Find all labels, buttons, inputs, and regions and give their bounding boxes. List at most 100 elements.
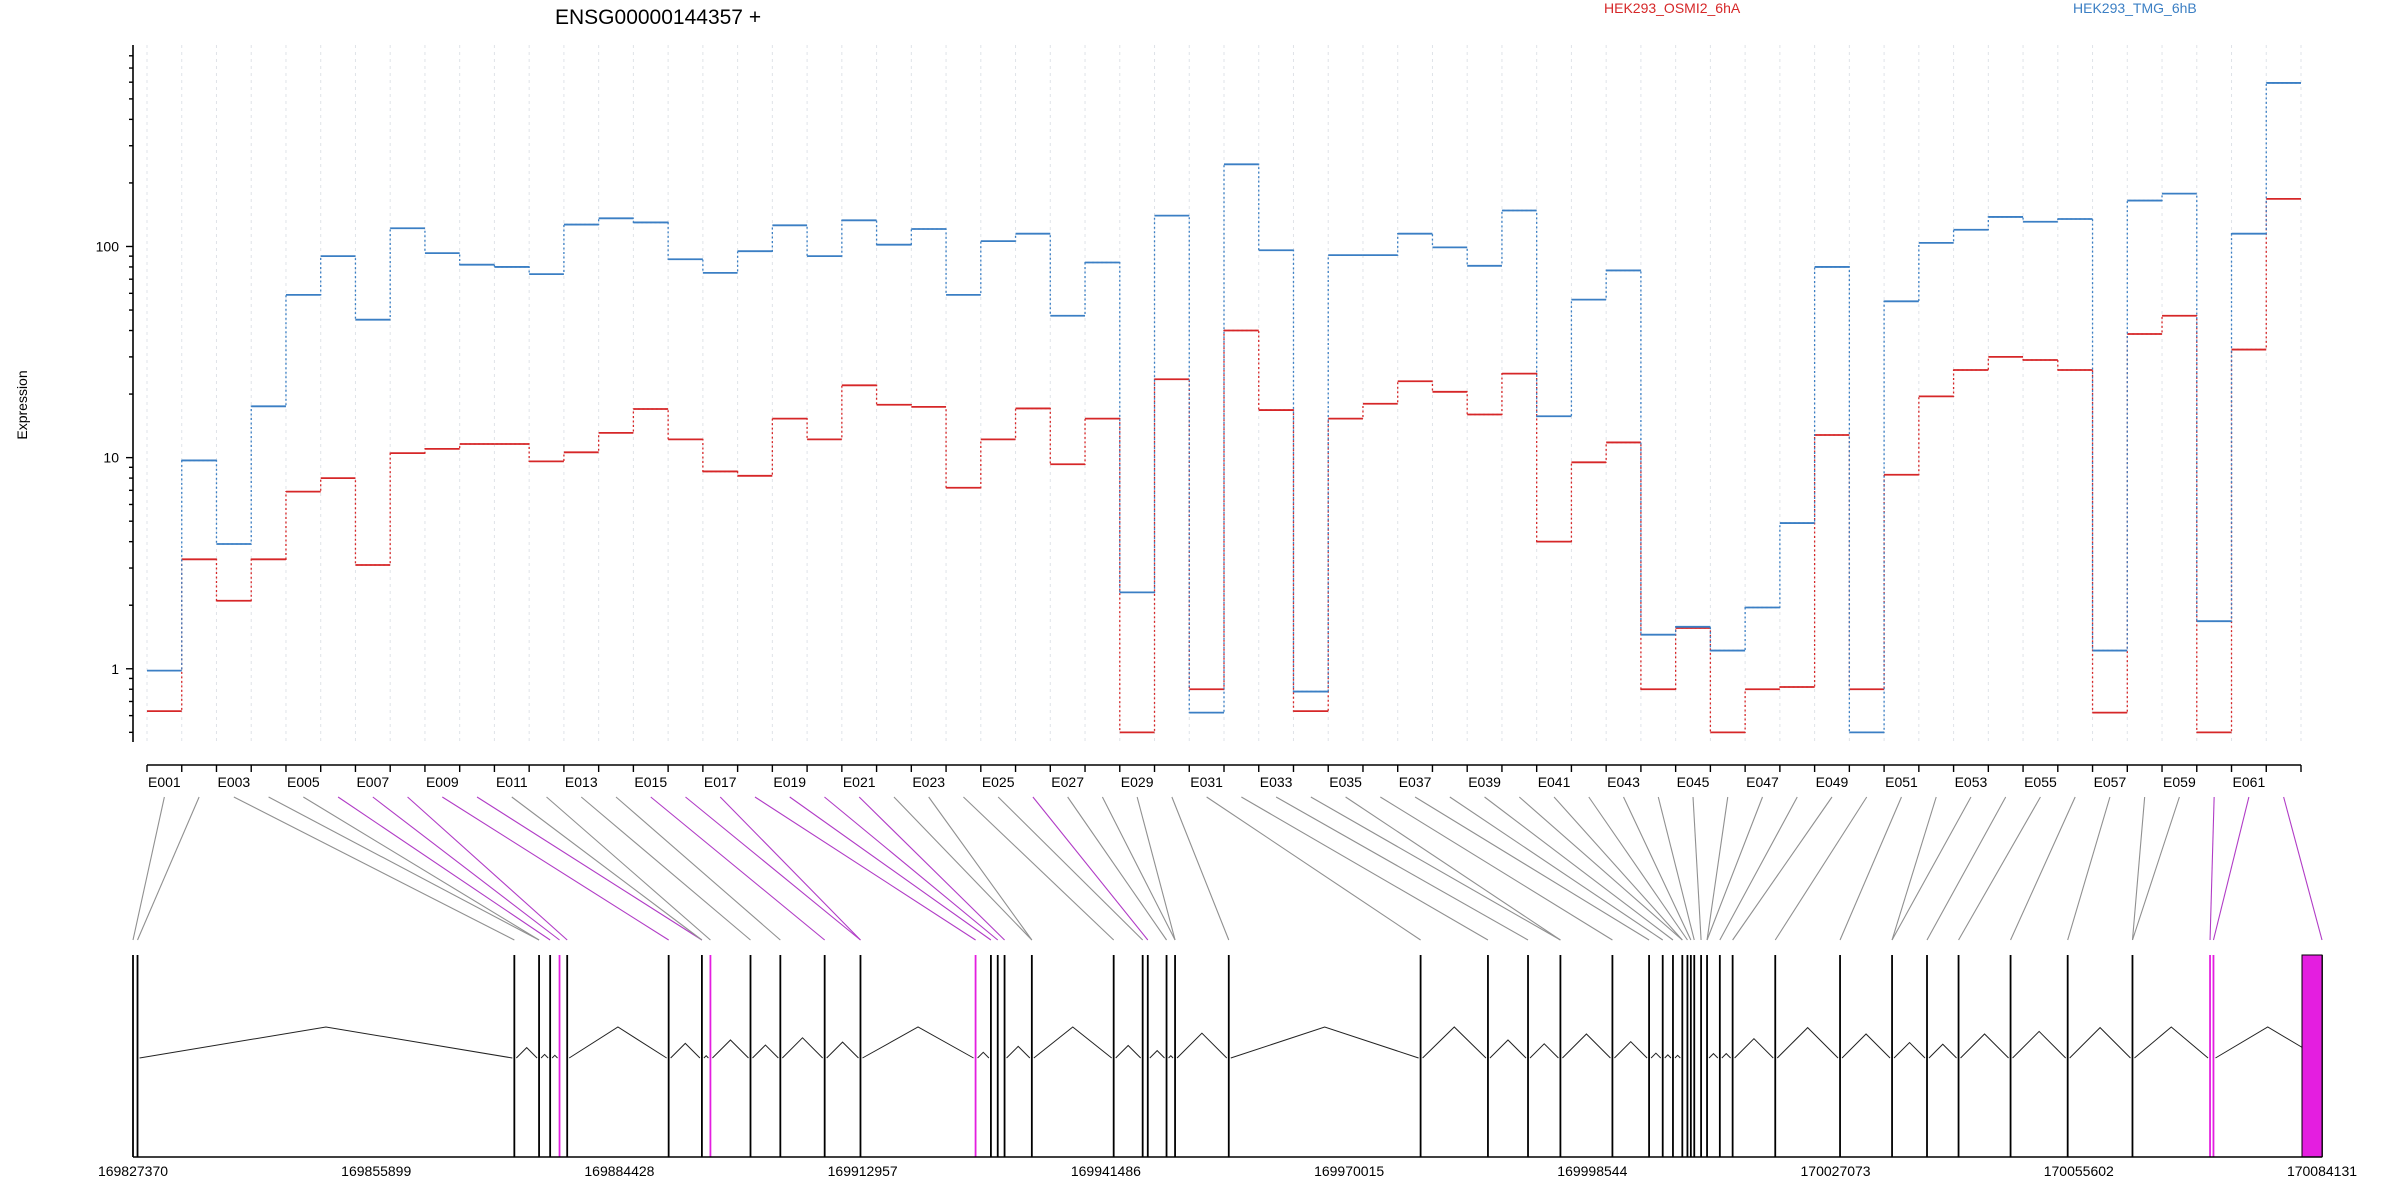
exon-connectors: [132, 796, 2323, 941]
intron-line: [1960, 1033, 2009, 1059]
exon-connector: [1588, 796, 1688, 941]
intron-line: [1650, 1052, 1662, 1059]
exon-connector: [1310, 796, 1561, 941]
exon-block: [2301, 954, 2323, 1158]
intron-line: [540, 1053, 549, 1059]
genome-coordinate-label: 169827370: [98, 1163, 168, 1179]
x-tick-label: E059: [2163, 774, 2196, 790]
x-tick-label: E031: [1190, 774, 1223, 790]
series-lines: [147, 82, 2301, 734]
exon-connector: [997, 796, 1144, 941]
genome-coordinate-label: 169855899: [341, 1163, 411, 1179]
intron-line: [977, 1051, 990, 1059]
exon-connector: [476, 796, 703, 941]
exon-connector: [337, 796, 551, 941]
series-line: [147, 82, 2301, 733]
exon-connector: [1774, 796, 1868, 941]
intron-line: [712, 1039, 749, 1059]
x-tick-label: E009: [426, 774, 459, 790]
intron-line: [1033, 1026, 1112, 1059]
intron-line: [1841, 1033, 1891, 1059]
exon-connector: [2131, 796, 2180, 941]
intron-line: [1168, 1055, 1174, 1059]
legend-series-tmg: HEK293_TMG_6hB: [2073, 0, 2197, 16]
genome-coordinate-label: 169912957: [828, 1163, 898, 1179]
x-tick-label: E033: [1260, 774, 1293, 790]
exon-connector: [1414, 796, 1650, 941]
genome-coordinate-label: 170055602: [2044, 1163, 2114, 1179]
exon-connector: [1839, 796, 1902, 941]
exon-connector: [1891, 796, 1937, 941]
exon-connector: [1171, 796, 1230, 941]
x-tick-label: E025: [982, 774, 1015, 790]
exon-connector: [1241, 796, 1489, 941]
x-tick-label: E003: [218, 774, 251, 790]
series-osmi2: [147, 198, 2301, 734]
intron-line: [1006, 1045, 1031, 1059]
y-tick-label: 10: [103, 450, 119, 466]
x-tick-label: E017: [704, 774, 737, 790]
x-tick-label: E057: [2094, 774, 2127, 790]
x-tick-label: E049: [1816, 774, 1849, 790]
exon-connector: [1067, 796, 1167, 941]
x-tick-label: E015: [634, 774, 667, 790]
series-line: [147, 198, 2301, 733]
intron-line: [1230, 1026, 1419, 1059]
genome-coordinate-label: 169941486: [1071, 1163, 1141, 1179]
y-tick-label: 1: [111, 661, 119, 677]
intron-line: [826, 1041, 859, 1059]
exon-connector: [2209, 796, 2215, 941]
intron-line: [1422, 1026, 1487, 1059]
y-tick-label: 100: [96, 238, 120, 254]
exon-connector: [615, 796, 781, 941]
intron-line: [752, 1044, 779, 1059]
exon-connector: [2010, 796, 2076, 941]
intron-line: [551, 1054, 558, 1059]
genome-coordinate-axis: 169827370 169855899 169884428 169912957 1699…: [98, 1163, 2357, 1179]
intron-line: [1614, 1040, 1648, 1059]
x-tick-label: E045: [1677, 774, 1710, 790]
exon-connector: [1719, 796, 1798, 941]
x-tick-label: E013: [565, 774, 598, 790]
x-tick-label: E039: [1468, 774, 1501, 790]
exon-connector: [372, 796, 560, 941]
exon-connector: [2283, 796, 2323, 941]
exon-connector: [1449, 796, 1664, 941]
intron-line: [2134, 1026, 2209, 1059]
exon-connector: [1553, 796, 1683, 941]
exon-connector: [1380, 796, 1613, 941]
x-tick-label: E041: [1538, 774, 1571, 790]
exon-connector: [1926, 796, 2007, 941]
exon-connector: [754, 796, 976, 941]
genome-coordinate-label: 169884428: [584, 1163, 654, 1179]
intron-line: [1708, 1052, 1719, 1059]
intron-line: [139, 1026, 513, 1059]
exon-connector: [1032, 796, 1149, 941]
x-tick-label: E037: [1399, 774, 1432, 790]
exon-connector: [1484, 796, 1674, 941]
exon-connector: [1706, 796, 1729, 941]
exon-connector: [1518, 796, 1683, 941]
exon-connector: [1958, 796, 2041, 941]
exon-connector: [407, 796, 568, 941]
genome-coordinate-label: 169998544: [1557, 1163, 1627, 1179]
gene-model: [132, 954, 2323, 1158]
exon-connector: [1657, 796, 1695, 941]
exon-connector: [1706, 796, 1764, 941]
exon-connector: [1692, 796, 1702, 941]
genome-coordinate-label: 169970015: [1314, 1163, 1384, 1179]
x-tick-label: E029: [1121, 774, 1154, 790]
x-tick-label: E007: [356, 774, 389, 790]
exon-connector: [1275, 796, 1529, 941]
chart-title: ENSG00000144357 +: [555, 6, 761, 29]
intron-line: [1664, 1054, 1672, 1059]
exon-connector: [685, 796, 861, 941]
exon-connector: [650, 796, 826, 941]
intron-line: [568, 1026, 667, 1059]
exon-connector: [1623, 796, 1692, 941]
intron-line: [2069, 1026, 2131, 1059]
exon-connector: [1891, 796, 1972, 941]
x-tick-label: E035: [1329, 774, 1362, 790]
intron-line: [1176, 1032, 1228, 1059]
intron-line: [1776, 1026, 1839, 1059]
